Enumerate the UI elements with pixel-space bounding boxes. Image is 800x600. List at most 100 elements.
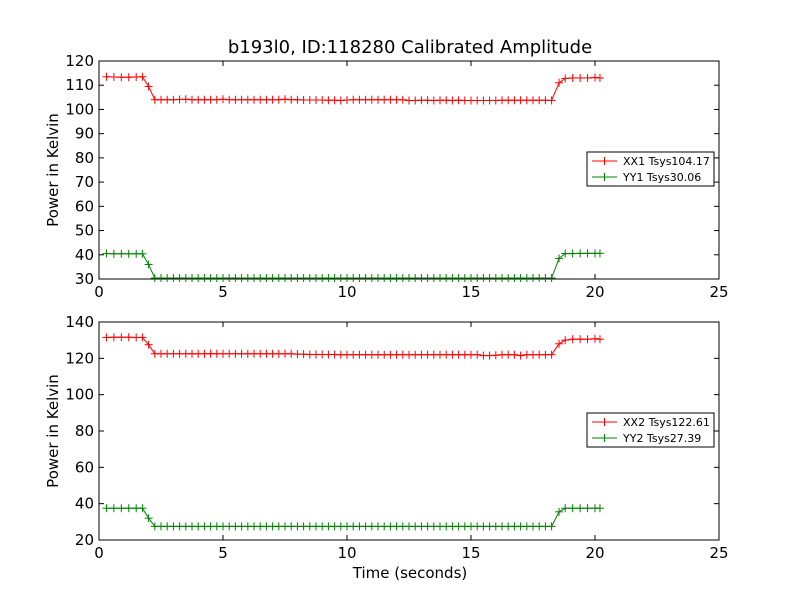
data-point — [102, 249, 111, 258]
x-tick-label: 20 — [585, 283, 604, 301]
y-axis-label: Power in Kelvin — [44, 374, 62, 488]
data-point — [109, 72, 118, 81]
y-tick-label: 20 — [75, 531, 94, 549]
data-point — [138, 504, 147, 513]
data-point — [547, 350, 556, 359]
y-tick-label: 80 — [75, 149, 94, 167]
data-point — [568, 335, 577, 344]
data-point — [561, 504, 570, 513]
y-tick-label: 50 — [75, 222, 94, 240]
data-point — [595, 73, 604, 82]
data-point — [555, 507, 564, 516]
legend-label: YY2 Tsys27.39 — [622, 432, 701, 445]
data-point — [591, 334, 599, 343]
y-tick-label: 60 — [75, 197, 94, 215]
y-tick-label: 40 — [75, 246, 94, 264]
y-tick-label: 140 — [65, 313, 94, 331]
x-tick-label: 15 — [461, 544, 480, 562]
x-tick-label: 10 — [337, 283, 356, 301]
data-point — [583, 504, 592, 513]
data-point — [595, 504, 604, 513]
legend: XX2 Tsys122.61 YY2 Tsys27.39 — [586, 412, 715, 448]
chart-panel-1: 0 5 10 15 20 25 30 40 50 60 70 80 90 100 110 120 Power i… — [44, 52, 729, 301]
y-tick-label: 80 — [75, 422, 94, 440]
data-point — [144, 260, 153, 269]
data-point — [568, 504, 577, 513]
data-point — [138, 333, 147, 342]
series-2 — [102, 249, 604, 283]
data-point — [124, 73, 133, 82]
y-tick-label: 30 — [75, 270, 94, 288]
series-1 — [102, 333, 604, 360]
y-tick-label: 100 — [65, 100, 94, 118]
data-point — [491, 351, 500, 360]
x-tick-label: 20 — [585, 544, 604, 562]
series-1 — [102, 72, 604, 105]
x-tick-label: 5 — [218, 544, 228, 562]
y-axis-label: Power in Kelvin — [44, 113, 62, 227]
legend-entry: YY1 Tsys30.06 — [592, 171, 701, 184]
data-point — [561, 249, 570, 258]
legend-label: YY1 Tsys30.06 — [622, 171, 701, 184]
chart-panel-2: 0 5 10 15 20 25 20 40 60 80 100 120 140 Power in Kelv… — [44, 313, 729, 562]
data-point — [583, 249, 592, 258]
x-tick-label: 25 — [709, 283, 728, 301]
data-point — [109, 249, 118, 258]
data-point — [124, 504, 133, 513]
data-point — [568, 73, 577, 82]
data-point — [516, 351, 525, 360]
legend-label: XX1 Tsys104.17 — [623, 155, 710, 168]
x-tick-label: 0 — [94, 283, 104, 301]
data-point — [109, 333, 118, 342]
data-point — [473, 350, 482, 359]
data-point — [555, 339, 564, 348]
data-point — [555, 78, 564, 87]
data-point — [117, 73, 126, 82]
data-point — [576, 73, 585, 82]
data-point — [561, 336, 570, 345]
data-point — [117, 504, 126, 513]
y-tick-label: 60 — [75, 458, 94, 476]
data-point — [398, 95, 407, 104]
data-point — [144, 340, 153, 349]
y-tick-label: 100 — [65, 386, 94, 404]
x-axis-label: Time (seconds) — [352, 564, 468, 582]
data-point — [144, 82, 153, 91]
data-point — [583, 335, 592, 344]
figure-title: b193l0, ID:118280 Calibrated Amplitude — [228, 37, 592, 58]
data-point — [555, 254, 564, 263]
data-point — [117, 249, 126, 258]
data-point — [102, 72, 111, 81]
data-point — [144, 514, 153, 523]
data-point — [595, 335, 604, 344]
data-point — [547, 522, 556, 531]
data-point — [102, 333, 111, 342]
x-tick-label: 0 — [94, 544, 104, 562]
x-tick-label: 25 — [709, 544, 728, 562]
x-tick-label: 15 — [461, 283, 480, 301]
data-point — [124, 249, 133, 258]
series-2 — [102, 504, 604, 531]
data-point — [568, 249, 577, 258]
legend-box — [586, 412, 715, 448]
y-tick-label: 110 — [65, 76, 94, 94]
data-point — [576, 249, 585, 258]
y-tick-label: 40 — [75, 495, 94, 513]
data-point — [576, 504, 585, 513]
legend-label: XX2 Tsys122.61 — [623, 416, 710, 429]
x-tick-label: 10 — [337, 544, 356, 562]
data-point — [576, 335, 585, 344]
data-point — [117, 333, 126, 342]
data-point — [510, 350, 519, 359]
data-point — [547, 96, 556, 105]
y-tick-label: 90 — [75, 125, 94, 143]
x-tick-label: 5 — [218, 283, 228, 301]
data-point — [561, 74, 570, 83]
data-point — [109, 504, 118, 513]
legend-entry: YY2 Tsys27.39 — [592, 432, 701, 445]
data-point — [138, 72, 147, 81]
y-tick-label: 70 — [75, 173, 94, 191]
data-point — [138, 249, 147, 258]
